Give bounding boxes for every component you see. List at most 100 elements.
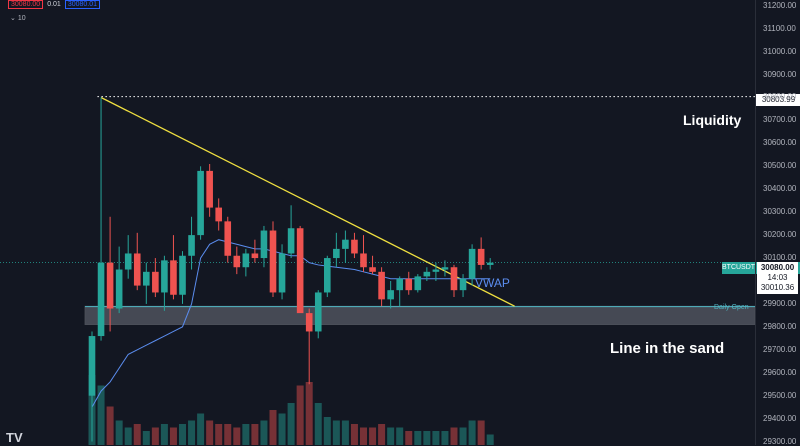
volume-bar <box>314 403 322 445</box>
candle-body <box>251 253 259 259</box>
volume-bar <box>197 413 205 445</box>
volume-bar <box>378 424 386 445</box>
plot-background <box>0 0 755 445</box>
price-tick-label: 30900.00 <box>763 69 797 79</box>
ask-price[interactable]: 30080.01 <box>64 0 101 9</box>
price-tick-label: 31000.00 <box>763 46 797 56</box>
candle-body <box>115 269 123 309</box>
candle-body <box>486 262 494 265</box>
price-tick-label: 29300.00 <box>763 436 797 446</box>
candle-body <box>369 267 376 272</box>
volume-bar <box>287 403 295 445</box>
indicator-toggle[interactable]: ⌄ 10 <box>10 14 26 22</box>
candle-body <box>333 248 340 259</box>
price-tick-label: 29800.00 <box>763 321 797 331</box>
volume-bar <box>188 420 196 445</box>
price-tick-label: 30200.00 <box>763 230 797 240</box>
candle-body <box>152 271 159 293</box>
price-axis[interactable]: 30803.99 BTCUSDT 31200.0031100.0031000.0… <box>755 0 800 446</box>
candle-body <box>423 271 431 277</box>
volume-bar <box>169 427 177 445</box>
volume-bar <box>341 420 349 445</box>
candle-body <box>360 253 367 268</box>
price-tick-label: 30700.00 <box>763 115 797 125</box>
candle-body <box>305 313 313 332</box>
volume-bar <box>369 427 377 445</box>
line-in-sand-zone <box>84 305 755 325</box>
candle-body <box>161 260 168 293</box>
daily-open-label: Daily Open <box>714 304 749 311</box>
vwap-price-tag: 30010.36 <box>757 282 798 294</box>
candle-body <box>450 267 458 291</box>
candle-body <box>233 255 241 268</box>
candle-body <box>414 276 422 291</box>
price-tick-label: 30500.00 <box>763 161 797 171</box>
price-tick-label: 30100.00 <box>763 253 797 263</box>
volume-bar <box>405 431 413 445</box>
line-in-sand-annotation: Line in the sand <box>610 340 725 357</box>
price-tick-label: 30600.00 <box>763 138 797 148</box>
candle-body <box>387 290 394 300</box>
volume-bar <box>296 385 304 445</box>
candle-body <box>278 253 286 293</box>
candle-body <box>143 271 150 286</box>
candle-body <box>351 239 358 254</box>
volume-bar <box>269 410 277 445</box>
countdown-tag: 14:03 <box>757 272 798 284</box>
volume-bar <box>278 413 286 445</box>
volume-bar <box>179 424 186 445</box>
vwap-annotation: VWAP <box>475 276 510 290</box>
volume-bar <box>387 427 395 445</box>
volume-bar <box>106 406 114 445</box>
order-header: 30080.00 0.01 30080.01 <box>8 0 101 9</box>
price-tick-label: 30800.00 <box>763 92 797 102</box>
liquidity-price-tag: 30803.99 <box>756 94 800 106</box>
bid-price[interactable]: 30080.00 <box>8 0 44 9</box>
candle-body <box>287 228 295 254</box>
volume-bar <box>305 382 313 445</box>
price-tick-label: 29700.00 <box>763 344 797 354</box>
price-tick-label: 29500.00 <box>763 390 797 400</box>
volume-bar <box>124 427 132 445</box>
candle-body <box>314 292 322 332</box>
volume-bar <box>459 427 467 445</box>
volume-bar <box>486 434 494 445</box>
candle-body <box>197 170 204 236</box>
last-price-tag: 30080.00 <box>757 262 798 274</box>
candle-body <box>170 260 177 295</box>
volume-bar <box>350 424 358 445</box>
candle-body <box>459 278 467 291</box>
volume-bar <box>323 417 331 445</box>
candle-body <box>260 230 268 259</box>
symbol-label: BTCUSDT <box>722 262 755 274</box>
indicator-count: 10 <box>17 15 26 22</box>
candle-body <box>441 267 449 270</box>
candle-body <box>215 207 222 222</box>
volume-bar <box>133 424 141 445</box>
price-tick-label: 29900.00 <box>763 298 797 308</box>
chevron-down-icon: ⌄ <box>10 15 16 22</box>
price-chart[interactable] <box>0 0 755 445</box>
liquidity-annotation: Liquidity <box>683 112 742 128</box>
candle-body <box>396 278 403 291</box>
volume-bar <box>332 420 340 445</box>
candle-body <box>477 248 485 265</box>
price-tick-label: 29600.00 <box>763 367 797 377</box>
volume-bar <box>142 431 150 445</box>
volume-bar <box>224 424 232 445</box>
volume-bar <box>151 427 159 445</box>
candle-body <box>106 262 114 309</box>
volume-bar <box>432 431 440 445</box>
price-tick-label: 30300.00 <box>763 207 797 217</box>
candle-body <box>242 253 250 268</box>
volume-bar <box>260 420 268 445</box>
price-tick-label: 29400.00 <box>763 413 797 423</box>
candle-body <box>296 228 304 314</box>
candle-body <box>88 336 96 396</box>
volume-bar <box>242 424 250 445</box>
volume-bar <box>441 431 449 445</box>
price-tick-label: 31100.00 <box>763 23 796 33</box>
volume-bar <box>115 420 123 445</box>
volume-bar <box>160 424 168 445</box>
candle-body <box>188 235 195 256</box>
